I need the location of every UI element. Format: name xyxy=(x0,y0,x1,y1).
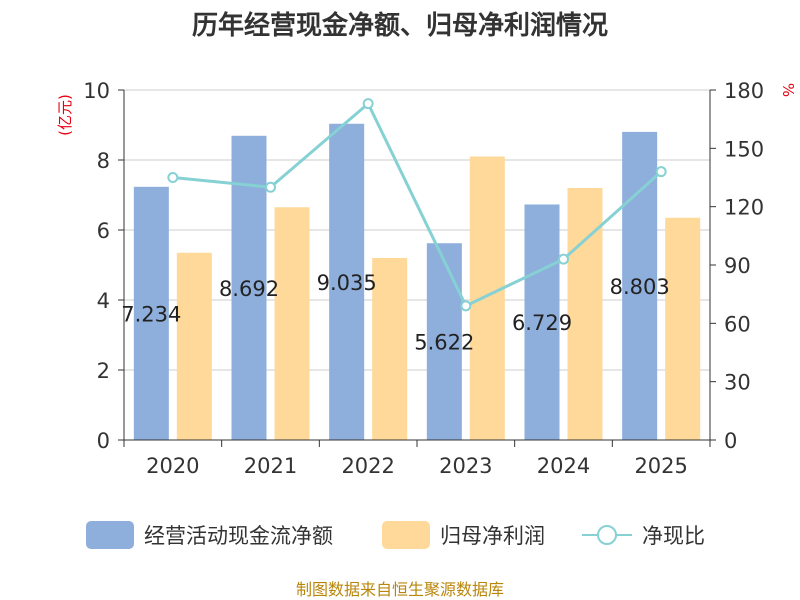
grid xyxy=(124,89,710,441)
x-tick-label: 2020 xyxy=(146,454,199,478)
y-left-tick-label: 4 xyxy=(97,289,110,313)
x-tick-label: 2024 xyxy=(537,454,590,478)
data-label-cashflow: 9.035 xyxy=(317,271,377,295)
legend-swatch-profit xyxy=(382,521,430,549)
bar-cashflow xyxy=(329,123,365,441)
data-label-cashflow: 8.803 xyxy=(610,275,670,299)
legend-label-ratio: 净现比 xyxy=(642,524,705,548)
ratio-point xyxy=(655,166,667,178)
bar-cashflow xyxy=(133,186,169,440)
ratio-line-path xyxy=(172,101,663,308)
x-tick-label: 2023 xyxy=(439,454,492,478)
bar-cashflow xyxy=(426,243,462,440)
y-axis-left-label: (亿元) xyxy=(56,94,74,136)
y-left-tick-label: 10 xyxy=(83,79,110,103)
data-label-cashflow: 7.234 xyxy=(121,302,181,326)
legend: 经营活动现金流净额 归母净利润 净现比 xyxy=(86,521,705,549)
x-tick-label: 2021 xyxy=(244,454,297,478)
bar-profit xyxy=(665,217,701,440)
y-left-tick-label: 6 xyxy=(97,219,110,243)
x-tick-label: 2022 xyxy=(341,454,394,478)
ratio-point xyxy=(362,98,374,110)
legend-label-profit: 归母净利润 xyxy=(440,524,545,548)
y-right-tick-label: 120 xyxy=(724,196,764,220)
y-axis-right-label: % xyxy=(779,83,797,97)
data-labels: 7.234 8.692 9.035 5.622 6.729 8.803 xyxy=(121,271,669,355)
legend-item-profit[interactable]: 归母净利润 xyxy=(382,521,545,549)
bar-profit xyxy=(469,156,505,440)
ratio-point xyxy=(265,181,276,193)
y-right-tick-label: 60 xyxy=(724,312,751,336)
ratio-line xyxy=(167,98,667,312)
source-note: 制图数据来自恒生聚源数据库 xyxy=(296,580,504,599)
x-tick-label: 2025 xyxy=(634,454,687,478)
ratio-point xyxy=(167,172,179,183)
bar-profit xyxy=(176,252,212,440)
axes: 0 2 4 6 8 10 0 30 60 90 120 150 180 2020 2021 2022 2023 2… xyxy=(83,79,764,478)
chart-title: 历年经营现金净额、归母净利润情况 xyxy=(192,10,608,41)
legend-item-ratio[interactable]: 净现比 xyxy=(582,524,705,548)
data-label-cashflow: 5.622 xyxy=(414,331,474,355)
bar-profit xyxy=(567,188,603,440)
bar-cashflow xyxy=(524,204,560,440)
y-left-tick-label: 0 xyxy=(97,429,110,453)
y-right-tick-label: 30 xyxy=(724,371,751,395)
legend-marker-ratio xyxy=(597,525,617,545)
y-left-tick-label: 2 xyxy=(97,359,110,383)
y-right-tick-label: 0 xyxy=(724,429,737,453)
data-label-cashflow: 8.692 xyxy=(219,277,279,301)
bar-profit xyxy=(372,258,408,440)
ratio-point xyxy=(558,253,569,265)
legend-label-cashflow: 经营活动现金流净额 xyxy=(144,524,333,548)
ratio-point xyxy=(460,300,472,312)
y-right-tick-label: 90 xyxy=(724,254,751,278)
bar-cashflow xyxy=(622,131,658,440)
y-left-tick-label: 8 xyxy=(97,149,110,173)
data-label-cashflow: 6.729 xyxy=(512,311,572,335)
y-right-tick-label: 150 xyxy=(724,137,764,161)
legend-swatch-cashflow xyxy=(86,521,134,549)
bar-profit xyxy=(274,207,310,440)
y-right-tick-label: 180 xyxy=(724,79,764,103)
legend-item-cashflow[interactable]: 经营活动现金流净额 xyxy=(86,521,333,549)
